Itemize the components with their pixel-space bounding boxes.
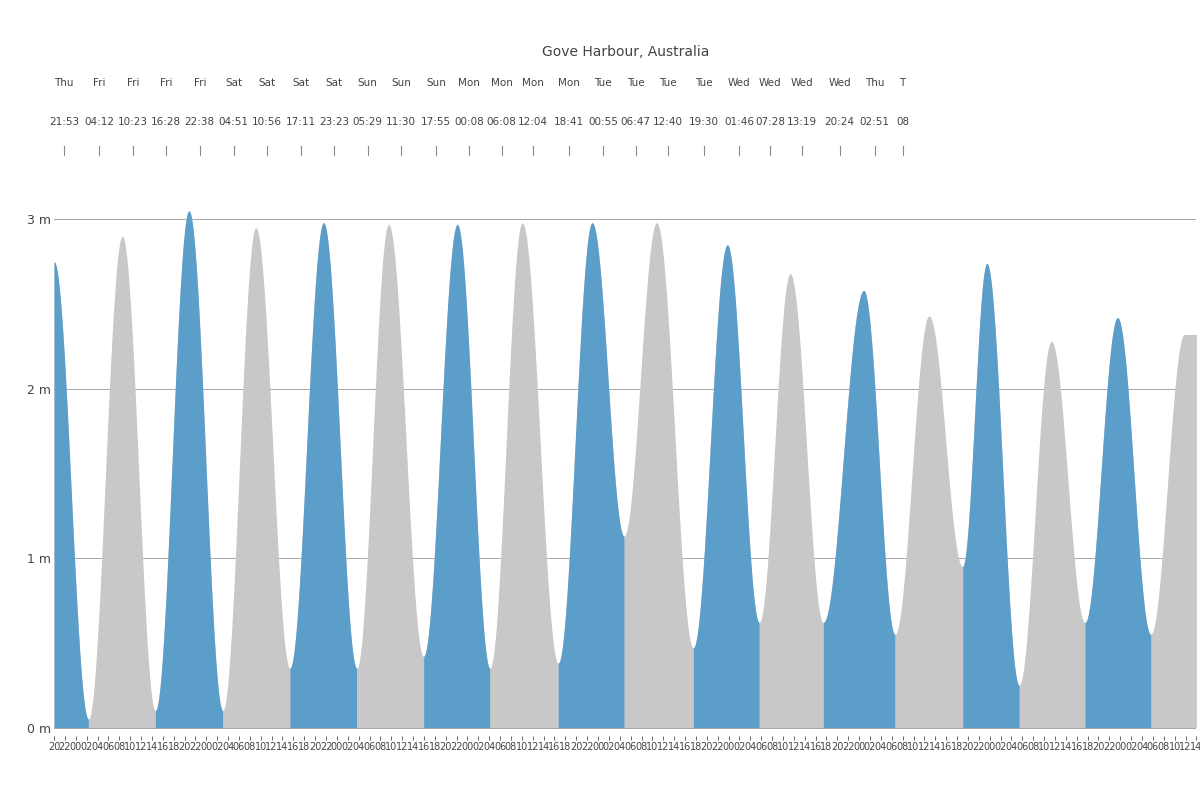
Text: 08: 08 (896, 117, 910, 126)
Text: Sun: Sun (426, 78, 446, 88)
Text: 05:29: 05:29 (353, 117, 383, 126)
Text: Sun: Sun (391, 78, 412, 88)
Text: 16:28: 16:28 (151, 117, 181, 126)
Text: 17:11: 17:11 (286, 117, 316, 126)
Text: Thu: Thu (865, 78, 884, 88)
Text: 07:28: 07:28 (755, 117, 785, 126)
Text: 17:55: 17:55 (421, 117, 451, 126)
Text: Thu: Thu (54, 78, 74, 88)
Text: 19:30: 19:30 (689, 117, 719, 126)
Text: Wed: Wed (728, 78, 750, 88)
Text: 13:19: 13:19 (787, 117, 817, 126)
Text: 23:23: 23:23 (319, 117, 349, 126)
Text: T: T (900, 78, 906, 88)
Text: Tue: Tue (659, 78, 677, 88)
Text: Wed: Wed (791, 78, 814, 88)
Text: Sun: Sun (358, 78, 378, 88)
Text: Mon: Mon (458, 78, 480, 88)
Text: Fri: Fri (193, 78, 206, 88)
Text: 10:23: 10:23 (118, 117, 148, 126)
Text: Wed: Wed (828, 78, 851, 88)
Text: 22:38: 22:38 (185, 117, 215, 126)
Text: 06:08: 06:08 (487, 117, 517, 126)
Text: 00:55: 00:55 (588, 117, 618, 126)
Text: 21:53: 21:53 (49, 117, 79, 126)
Text: 04:12: 04:12 (84, 117, 114, 126)
Text: Mon: Mon (522, 78, 544, 88)
Text: Wed: Wed (758, 78, 781, 88)
Text: Sat: Sat (258, 78, 275, 88)
Text: Fri: Fri (94, 78, 106, 88)
Text: 11:30: 11:30 (386, 117, 416, 126)
Text: Sat: Sat (292, 78, 310, 88)
Text: 20:24: 20:24 (824, 117, 854, 126)
Text: 18:41: 18:41 (554, 117, 584, 126)
Text: Sat: Sat (326, 78, 343, 88)
Text: Mon: Mon (558, 78, 580, 88)
Text: Fri: Fri (160, 78, 173, 88)
Text: Tue: Tue (626, 78, 644, 88)
Text: Fri: Fri (127, 78, 139, 88)
Text: 04:51: 04:51 (218, 117, 248, 126)
Text: 02:51: 02:51 (859, 117, 889, 126)
Text: 06:47: 06:47 (620, 117, 650, 126)
Text: 10:56: 10:56 (252, 117, 282, 126)
Text: Tue: Tue (594, 78, 612, 88)
Text: 01:46: 01:46 (725, 117, 755, 126)
Text: Tue: Tue (695, 78, 713, 88)
Text: Mon: Mon (491, 78, 512, 88)
Text: Sat: Sat (226, 78, 242, 88)
Text: 12:04: 12:04 (518, 117, 548, 126)
Text: Gove Harbour, Australia: Gove Harbour, Australia (541, 45, 709, 59)
Text: 12:40: 12:40 (653, 117, 683, 126)
Text: 00:08: 00:08 (454, 117, 484, 126)
